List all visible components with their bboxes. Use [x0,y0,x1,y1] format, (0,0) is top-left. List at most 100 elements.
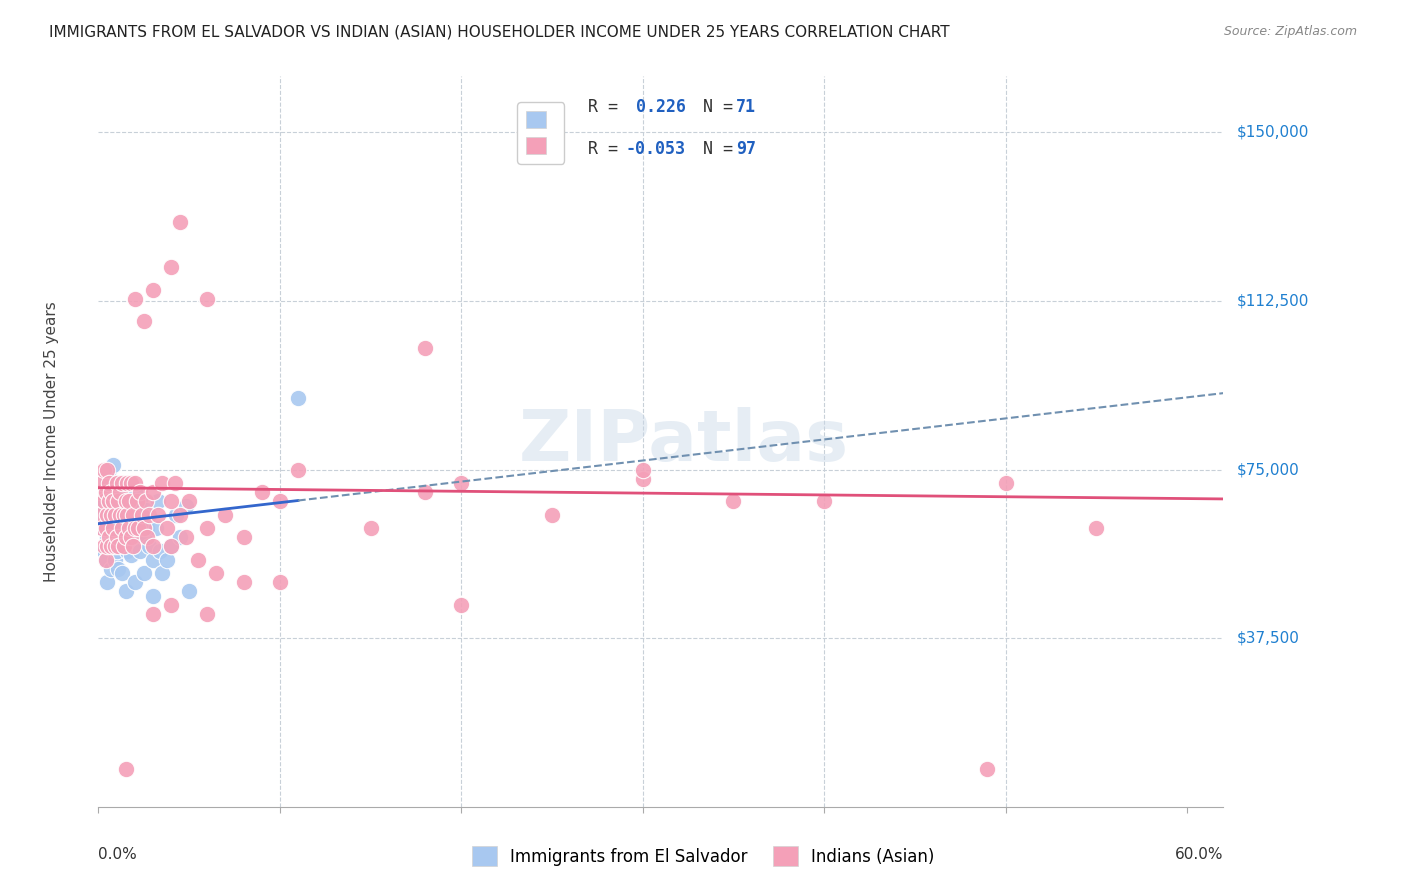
Point [89,485,111,500]
Point [94,552,117,566]
Point [160,598,183,612]
Point [107,562,129,576]
Point [132,521,155,535]
Point [287,391,309,405]
Point [98,463,121,477]
Text: $150,000: $150,000 [1237,125,1309,139]
Point [91,521,114,535]
Point [114,494,136,508]
Point [136,530,159,544]
Point [96,575,118,590]
Point [107,494,129,508]
Text: ZIPatlas: ZIPatlas [519,407,848,476]
Text: R =: R = [588,98,627,116]
Point [413,341,436,355]
Text: 0.226: 0.226 [626,98,686,116]
Point [142,485,165,500]
Point [132,314,155,328]
Point [132,530,155,544]
Point [148,494,170,508]
Point [94,552,117,566]
Point [101,494,124,508]
Point [631,472,654,486]
Point [117,476,139,491]
Point [135,503,157,517]
Point [118,494,141,508]
Point [89,508,111,522]
Point [145,521,167,535]
Point [111,476,134,491]
Point [94,516,117,531]
Point [100,521,122,535]
Point [450,598,472,612]
Point [132,566,155,581]
Text: $75,000: $75,000 [1237,462,1301,477]
Point [148,508,170,522]
Point [994,476,1017,491]
Point [150,476,173,491]
Point [124,292,146,306]
Point [127,521,149,535]
Point [96,539,118,553]
Point [112,508,135,522]
Point [91,521,114,535]
Point [142,589,165,603]
Point [105,543,128,558]
Point [142,539,165,553]
Point [98,539,121,553]
Point [100,562,122,576]
Point [105,521,128,535]
Point [118,494,141,508]
Point [269,575,291,590]
Point [205,566,228,581]
Text: N =: N = [683,98,744,116]
Point [269,494,291,508]
Point [114,539,136,553]
Text: 97: 97 [737,140,756,158]
Point [93,494,115,508]
Point [100,485,122,500]
Text: $112,500: $112,500 [1237,293,1309,309]
Text: $37,500: $37,500 [1237,631,1301,646]
Point [96,530,118,544]
Point [124,476,146,491]
Point [156,552,179,566]
Point [142,607,165,621]
Point [104,508,127,522]
Point [1085,521,1108,535]
Point [129,485,152,500]
Point [105,530,128,544]
Text: Householder Income Under 25 years: Householder Income Under 25 years [44,301,59,582]
Point [101,494,124,508]
Point [138,539,160,553]
Point [93,494,115,508]
Point [287,463,309,477]
Point [104,516,127,531]
Text: -0.053: -0.053 [626,140,686,158]
Point [108,485,131,500]
Point [120,476,142,491]
Point [93,539,115,553]
Point [723,494,745,508]
Text: R =: R = [588,140,627,158]
Point [135,494,157,508]
Point [111,539,134,553]
Point [124,521,146,535]
Point [129,543,152,558]
Point [160,539,183,553]
Point [160,539,183,553]
Point [100,508,122,522]
Point [127,530,149,544]
Point [122,539,145,553]
Point [976,762,998,776]
Point [124,575,146,590]
Point [96,476,118,491]
Point [100,485,122,500]
Point [160,260,183,274]
Point [91,476,114,491]
Point [214,508,236,522]
Text: Source: ZipAtlas.com: Source: ZipAtlas.com [1223,25,1357,38]
Point [101,458,124,472]
Legend: Immigrants from El Salvador, Indians (Asian): Immigrants from El Salvador, Indians (As… [465,839,941,873]
Text: 0.0%: 0.0% [98,847,138,863]
